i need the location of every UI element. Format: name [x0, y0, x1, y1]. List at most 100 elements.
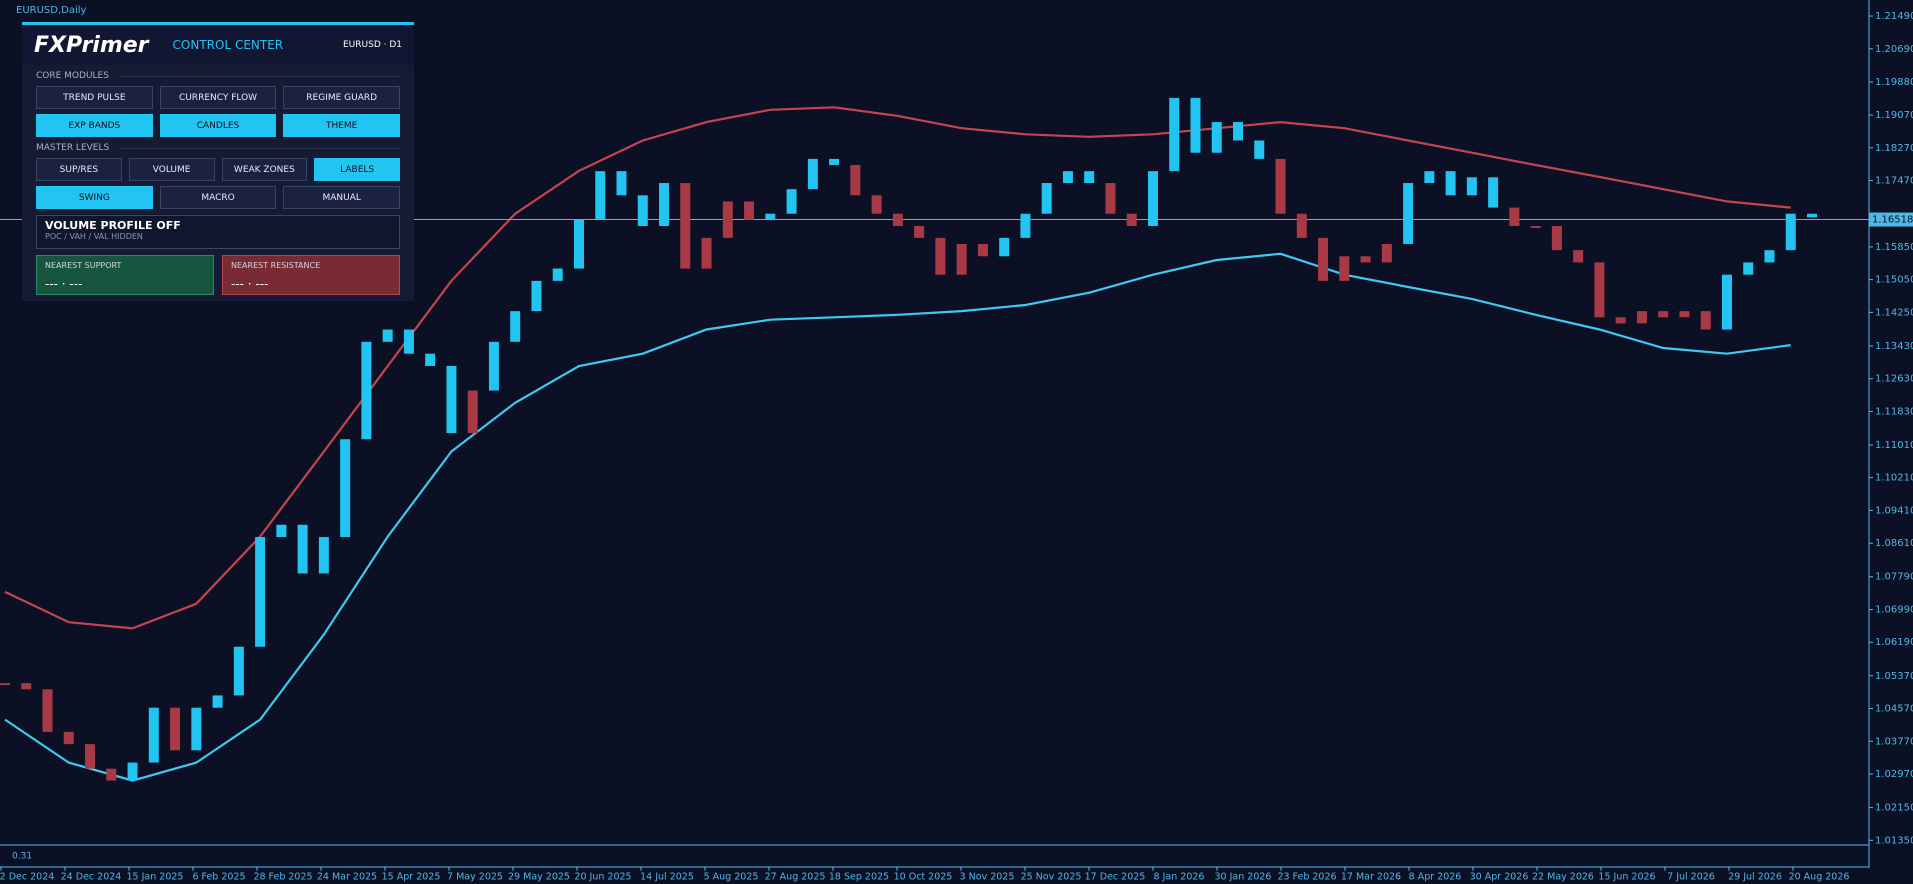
candle [1615, 317, 1626, 324]
x-tick-label: 15 Jun 2026 [1598, 872, 1655, 883]
candle [1636, 311, 1647, 324]
toggle-button[interactable]: CURRENCY FLOW [159, 86, 277, 109]
panel-header: FXPrimer CONTROL CENTER EURUSD · D1 [22, 25, 414, 65]
button-row: SWING MACRO MANUAL [36, 186, 401, 209]
candle [1041, 183, 1052, 214]
price-tag [1869, 212, 1913, 227]
candle [425, 353, 436, 366]
resistance-value: --- · --- [231, 277, 269, 291]
toggle-button[interactable]: SWING [36, 186, 153, 209]
candle [786, 189, 797, 214]
candle [446, 365, 457, 434]
y-tick-label: 1.20690 [1875, 44, 1913, 55]
candle [85, 744, 96, 769]
y-tick-label: 1.19070 [1875, 110, 1913, 121]
candle [1360, 256, 1371, 263]
x-tick-label: 8 Apr 2026 [1409, 872, 1462, 883]
y-tick-label: 1.02970 [1875, 769, 1913, 780]
candle [531, 280, 542, 312]
x-tick-label: 10 Oct 2025 [894, 872, 953, 883]
candle [1211, 122, 1222, 153]
y-tick-label: 1.09410 [1875, 505, 1913, 516]
candle [595, 171, 606, 220]
candle [1105, 183, 1116, 214]
candle [1126, 213, 1137, 227]
candle [1062, 171, 1073, 184]
candle [403, 329, 414, 354]
logo: FXPrimer [34, 32, 149, 58]
candle [573, 219, 584, 269]
candle [1488, 177, 1499, 208]
chart-title: EURUSD,Daily [16, 5, 87, 16]
candle [1084, 171, 1095, 184]
x-tick-label: 14 Jul 2025 [640, 872, 694, 883]
x-tick-label: 17 Mar 2026 [1341, 872, 1401, 883]
candle [148, 707, 159, 763]
candle [807, 158, 818, 190]
candle [1339, 256, 1350, 281]
toggle-button[interactable]: LABELS [314, 158, 400, 181]
toggle-button[interactable]: WEAK ZONES [221, 158, 308, 181]
candle [340, 439, 351, 538]
x-tick-label: 15 Jan 2025 [127, 872, 184, 883]
x-tick-label: 2 Dec 2024 [0, 872, 54, 883]
toggle-button[interactable]: TREND PULSE [36, 86, 153, 109]
x-tick-label: 24 Mar 2025 [317, 872, 377, 883]
candle [892, 213, 903, 227]
toggle-button[interactable]: EXP BANDS [36, 114, 153, 137]
candle [1296, 213, 1307, 238]
candle [935, 237, 946, 275]
symbol: EURUSD · D1 [343, 40, 402, 50]
candle [1721, 274, 1732, 330]
y-tick-label: 1.02150 [1875, 803, 1913, 814]
candle [871, 195, 882, 214]
toggle-button[interactable]: REGIME GUARD [283, 86, 401, 109]
candle [1020, 213, 1031, 238]
x-tick-label: 22 May 2026 [1532, 872, 1594, 883]
toggle-button[interactable]: MANUAL [283, 186, 401, 209]
x-tick-label: 23 Feb 2026 [1277, 872, 1336, 883]
candle [510, 311, 521, 342]
toggle-button[interactable]: MACRO [159, 186, 277, 209]
y-tick-label: 1.15850 [1875, 242, 1913, 253]
candle [212, 695, 223, 708]
candle [1466, 177, 1477, 196]
candle [467, 390, 478, 434]
y-tick-label: 1.10210 [1875, 473, 1913, 484]
section-label: MASTER LEVELS [36, 143, 414, 153]
panel-title: CONTROL CENTER [172, 38, 284, 52]
candle [233, 646, 244, 696]
candle [850, 165, 861, 196]
toggle-button[interactable]: THEME [283, 114, 401, 137]
y-tick-label: 1.05370 [1875, 671, 1913, 682]
candle [1445, 171, 1456, 196]
candle [999, 237, 1010, 257]
x-tick-label: 25 Nov 2025 [1021, 872, 1082, 883]
y-tick-label: 1.17470 [1875, 176, 1913, 187]
candle [1764, 250, 1775, 263]
candle [1807, 213, 1817, 218]
x-tick-label: 3 Nov 2025 [960, 872, 1015, 883]
candle [1169, 97, 1180, 172]
resistance-label: NEAREST RESISTANCE [231, 261, 321, 270]
x-tick-label: 8 Jan 2026 [1154, 872, 1205, 883]
y-tick-label: 1.13430 [1875, 341, 1913, 352]
candle [0, 683, 10, 686]
support-value: --- · --- [45, 277, 83, 291]
y-tick-label: 1.15050 [1875, 275, 1913, 286]
candle [1275, 158, 1286, 214]
candle [637, 195, 648, 227]
candle [616, 171, 627, 196]
indicator-label: 0.31 [12, 852, 32, 862]
button-row: EXP BANDS CANDLES THEME [36, 114, 401, 137]
candle [680, 183, 691, 269]
toggle-button[interactable]: SUP/RES [36, 158, 122, 181]
candle [1147, 171, 1158, 227]
toggle-button[interactable]: VOLUME [128, 158, 215, 181]
candle [1424, 171, 1435, 184]
candle [1679, 311, 1690, 318]
toggle-button[interactable]: CANDLES [159, 114, 277, 137]
y-tick-label: 1.04570 [1875, 704, 1913, 715]
candle [63, 731, 74, 745]
